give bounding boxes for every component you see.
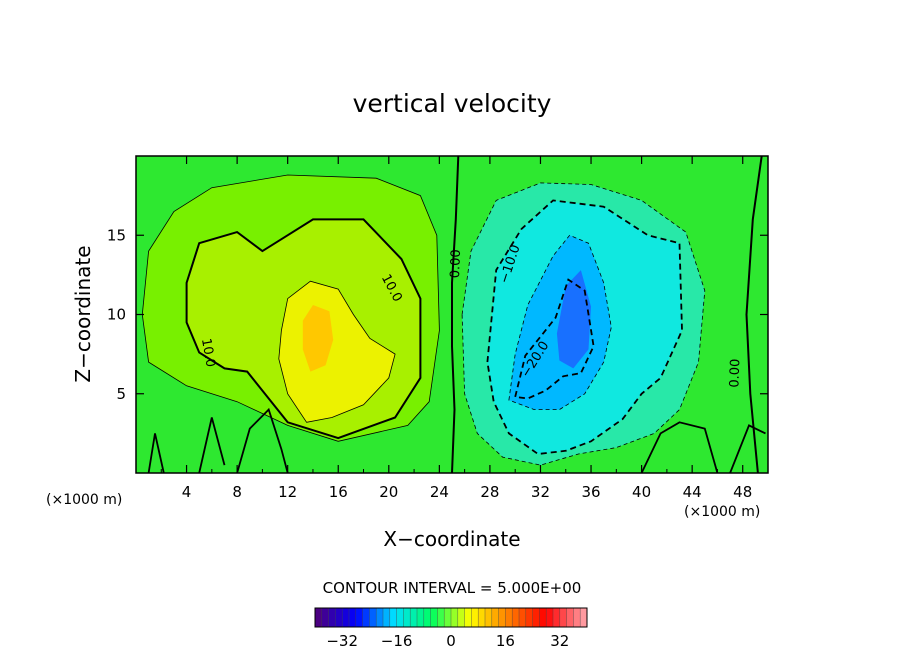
colorbar-swatch [519,608,527,627]
x-tick-label: 8 [232,483,242,501]
colorbar-swatch [376,608,384,627]
colorbar: −32 −16 0 16 32 [314,607,588,650]
zero-contour-ground-5 [729,424,766,473]
colorbar-swatch [553,608,561,627]
zero-contour-right [745,156,763,473]
colorbar-swatch [471,608,479,627]
zero-contour-ground-4 [640,421,719,473]
colorbar-swatch [410,608,418,627]
downdraft-10-contour [486,199,683,455]
contour-label: 0.00 [727,358,743,387]
colorbar-swatch [315,608,323,627]
x-tick-label: 28 [480,483,499,501]
colorbar-swatch [321,608,329,627]
colorbar-swatch [369,608,377,627]
x-axis-label: X−coordinate [383,527,520,551]
x-tick-label: 4 [182,483,192,501]
fill-downdraft-core [556,270,591,369]
updraft-5-contour [141,174,440,442]
colorbar-swatch [525,608,533,627]
colorbar-swatch [355,608,363,627]
x-tick-label: 20 [379,483,398,501]
contour-lines [141,156,766,473]
fill-updraft-core [302,305,334,372]
x-tick-label: 32 [531,483,550,501]
x-tick-label: 48 [733,483,752,501]
contour-fills [142,175,705,466]
colorbar-swatch [423,608,431,627]
colorbar-frame [314,607,588,628]
x-tick-label: 44 [683,483,702,501]
colorbar-swatch [491,608,499,627]
colorbar-swatch [464,608,472,627]
colorbar-swatch [328,608,336,627]
colorbar-swatch [566,608,574,627]
colorbar-swatch [396,608,404,627]
y-tick-label: 10 [107,306,126,324]
colorbar-swatch [362,608,370,627]
x-tick-label: 40 [632,483,651,501]
colorbar-swatch [498,608,506,627]
x-tick-label: 24 [430,483,449,501]
x-unit-right: (×1000 m) [684,504,760,520]
colorbar-swatch [451,608,459,627]
colorbar-swatch [559,608,567,627]
colorbar-swatch [349,608,357,627]
colorbar-swatch [383,608,391,627]
updraft-10-contour [185,218,422,440]
colorbar-swatch [573,608,581,627]
colorbar-tick-label: 32 [550,632,569,650]
colorbar-swatch [457,608,465,627]
colorbar-swatch [478,608,486,627]
x-tick-label: 36 [581,483,600,501]
colorbar-swatch [580,608,588,627]
colorbar-swatch [444,608,452,627]
colorbar-swatch [403,608,411,627]
downdraft-5-contour [461,182,706,466]
x-unit-left: (×1000 m) [46,492,122,508]
colorbar-swatch [485,608,493,627]
y-tick-label: 15 [107,226,126,244]
colorbar-swatch [437,608,445,627]
colorbar-tick-label: −32 [326,632,358,650]
chart-title: vertical velocity [353,89,552,118]
zero-contour-ground-3 [236,407,289,473]
zero-contour-ground-1 [147,433,165,473]
downdraft-15-contour [508,234,612,410]
x-tick-label: 12 [278,483,297,501]
contour-label: 0.00 [448,249,464,278]
x-tick-label: 16 [329,483,348,501]
updraft-15-contour [278,280,396,423]
colorbar-tick-label: 16 [496,632,515,650]
colorbar-tick-label: −16 [381,632,413,650]
downdraft-20-contour [514,278,595,400]
colorbar-swatch [342,608,350,627]
y-tick-label: 5 [116,385,126,403]
colorbar-tick-label: 0 [446,632,456,650]
contour-interval-text: CONTOUR INTERVAL = 5.000E+00 [323,579,582,597]
colorbar-swatch [335,608,343,627]
colorbar-swatch [546,608,554,627]
zero-contour-ground-2 [198,417,226,473]
y-axis-label: Z−coordinate [71,245,95,382]
colorbar-swatch [505,608,513,627]
colorbar-swatch [539,608,547,627]
zero-contour-left [451,156,460,473]
colorbar-swatch [430,608,438,627]
colorbar-swatch [512,608,520,627]
colorbar-swatch [532,608,540,627]
colorbar-swatch [389,608,397,627]
contour-label: 10.0 [198,337,218,368]
colorbar-swatch [417,608,425,627]
